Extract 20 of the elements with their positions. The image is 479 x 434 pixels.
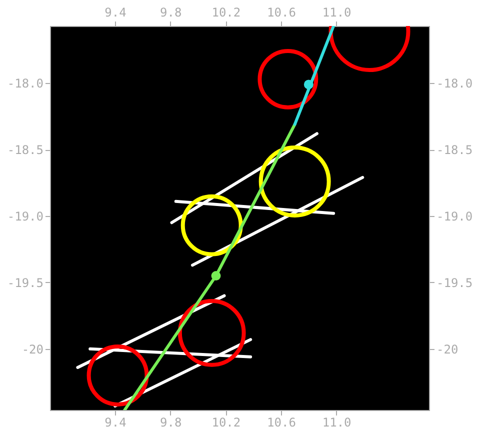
x2-tick-label: 11.0 [322,6,352,20]
y-tick-label: -20 [22,342,44,356]
y-tick-label: -18.5 [7,143,44,158]
y2-tick-label: -19.5 [436,276,473,290]
y-tick-label: -19.0 [7,210,44,224]
y2-tick-label: -18.5 [436,143,473,158]
y2-tick-label: -18.0 [436,76,473,91]
x-tick-label: 10.6 [267,416,296,430]
x-tick-label: 9.4 [104,416,126,430]
x2-tick-label: 10.2 [212,6,241,20]
y-tick-label: -19.5 [7,276,44,290]
y2-tick-label: -19.0 [436,210,473,224]
y-tick-label: -18.0 [7,76,44,91]
x-tick-label: 9.8 [160,416,182,430]
x-tick-label: 10.2 [212,416,241,430]
y2-tick-label: -20 [436,342,458,356]
x2-tick-label: 10.6 [267,6,296,20]
x-tick-label: 11.0 [322,416,352,430]
x2-tick-label: 9.8 [160,6,182,20]
x2-tick-label: 9.4 [104,6,126,20]
